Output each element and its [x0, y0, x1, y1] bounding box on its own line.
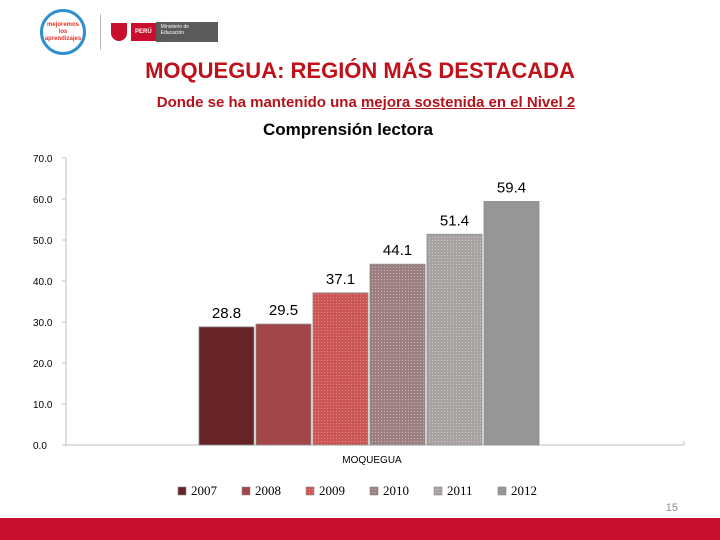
subtitle-underlined: mejora sostenida en el Nivel 2 [360, 94, 576, 111]
data-label-2008: 29.5 [269, 302, 298, 319]
y-tick-label: 0.0 [33, 441, 47, 452]
peru-label: PERÚ [131, 23, 156, 41]
bar-2012 [483, 201, 540, 446]
legend-swatch-2010 [369, 486, 379, 496]
page-subtitle: Donde se ha mantenido una mejora sosteni… [0, 94, 720, 111]
y-tick-label: 60.0 [33, 195, 53, 206]
y-tick-label: 50.0 [33, 236, 53, 247]
legend-swatch-2007 [177, 486, 187, 496]
peru-shield-icon [111, 23, 127, 41]
legend-label-2008: 2008 [255, 483, 281, 498]
y-tick-label: 30.0 [33, 318, 53, 329]
campaign-logo-text: mejoremos los aprendizajes [44, 21, 82, 42]
data-label-2011: 51.4 [440, 212, 469, 229]
x-category-label: MOQUEGUA [342, 455, 402, 466]
y-tick-label: 70.0 [33, 154, 53, 165]
legend-swatch-2011 [433, 486, 443, 496]
data-label-2010: 44.1 [383, 242, 412, 259]
subtitle-text: Donde se ha mantenido una [156, 94, 361, 111]
legend-label-2009: 2009 [319, 483, 345, 498]
data-label-2012: 59.4 [497, 179, 526, 196]
legend-swatch-2009 [305, 486, 315, 496]
legend-swatch-2008 [241, 486, 251, 496]
y-tick-label: 40.0 [33, 277, 53, 288]
slide-number: 15 [665, 502, 678, 514]
y-tick-label: 20.0 [33, 359, 53, 370]
bar-2008 [255, 323, 312, 446]
logo-separator [100, 14, 101, 50]
bar-2009 [312, 292, 369, 446]
bar-2007 [198, 326, 255, 446]
legend-label-2012: 2012 [511, 483, 537, 498]
legend-label-2007: 2007 [191, 483, 218, 498]
bar-2011 [426, 233, 483, 446]
legend-label-2010: 2010 [383, 483, 409, 498]
header-logos: mejoremos los aprendizajes PERÚ Minister… [40, 9, 218, 55]
chart-title: Comprensión lectora [262, 120, 434, 139]
y-tick-label: 10.0 [33, 400, 53, 411]
ministry-label: Ministerio de Educación [155, 22, 218, 42]
page-title: MOQUEGUA: REGIÓN MÁS DESTACADA [145, 58, 575, 83]
data-label-2007: 28.8 [212, 305, 241, 322]
data-label-2009: 37.1 [326, 271, 355, 288]
footer-bar [0, 518, 720, 540]
legend-label-2011: 2011 [447, 483, 473, 498]
legend-swatch-2012 [497, 486, 507, 496]
campaign-logo: mejoremos los aprendizajes [40, 9, 86, 55]
bar-2010 [369, 263, 426, 446]
